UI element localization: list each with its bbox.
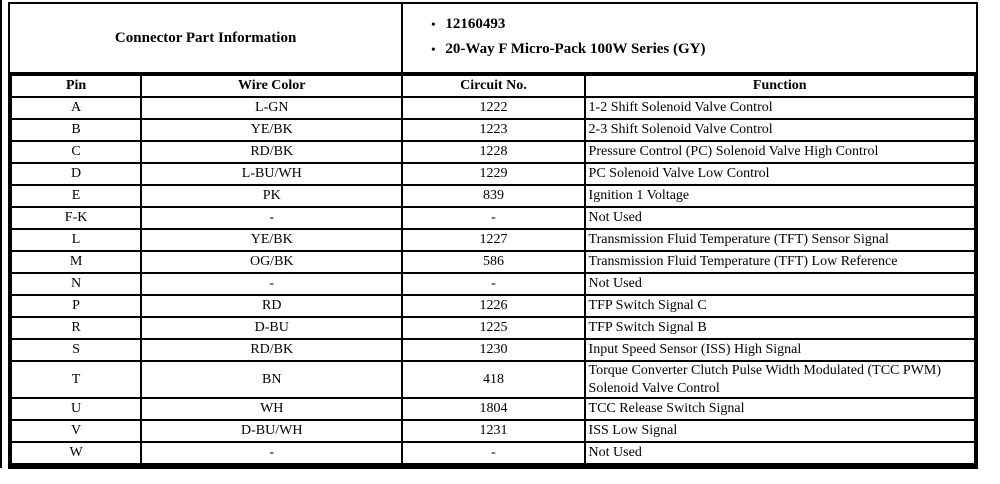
wire-color-cell: - bbox=[140, 441, 404, 465]
circuit-no-cell: 418 bbox=[401, 360, 586, 399]
pin-cell: P bbox=[9, 294, 143, 318]
pin-cell: F-K bbox=[9, 206, 143, 230]
wire-color-cell: D-BU bbox=[140, 316, 404, 340]
circuit-no-cell: 1226 bbox=[401, 294, 586, 318]
table-header-row: Pin Wire Color Circuit No. Function bbox=[9, 74, 977, 98]
column-header-wire-color: Wire Color bbox=[140, 74, 404, 98]
pin-cell: C bbox=[9, 140, 143, 164]
function-cell: TFP Switch Signal C bbox=[583, 294, 977, 318]
wire-color-cell: L-BU/WH bbox=[140, 162, 404, 186]
circuit-no-cell: 1227 bbox=[401, 228, 586, 252]
bullet-icon: • bbox=[431, 42, 436, 56]
connector-part-number: 12160493 bbox=[445, 16, 506, 32]
table-row: D L-BU/WH 1229 PC Solenoid Valve Low Con… bbox=[9, 162, 977, 186]
connector-series-name: 20-Way F Micro-Pack 100W Series (GY) bbox=[445, 41, 706, 57]
wire-color-cell: RD/BK bbox=[140, 338, 404, 362]
column-header-function: Function bbox=[583, 74, 977, 98]
pin-cell: V bbox=[9, 419, 143, 443]
function-cell: Transmission Fluid Temperature (TFT) Sen… bbox=[583, 228, 977, 252]
table-row: B YE/BK 1223 2-3 Shift Solenoid Valve Co… bbox=[9, 118, 977, 142]
table-row: V D-BU/WH 1231 ISS Low Signal bbox=[9, 419, 977, 443]
function-cell: Ignition 1 Voltage bbox=[583, 184, 977, 208]
pin-cell: M bbox=[9, 250, 143, 274]
table-row: U WH 1804 TCC Release Switch Signal bbox=[9, 397, 977, 421]
table-row: W - - Not Used bbox=[9, 441, 977, 465]
table-row: R D-BU 1225 TFP Switch Signal B bbox=[9, 316, 977, 340]
connector-part-info-header: Connector Part Information • 12160493 • … bbox=[10, 4, 976, 74]
pin-cell: W bbox=[9, 441, 143, 465]
pin-cell: B bbox=[9, 118, 143, 142]
table-row: A L-GN 1222 1-2 Shift Solenoid Valve Con… bbox=[9, 96, 977, 120]
pin-cell: N bbox=[9, 272, 143, 296]
circuit-no-cell: 1229 bbox=[401, 162, 586, 186]
page-crop-edge-line bbox=[0, 0, 2, 468]
function-cell: Pressure Control (PC) Solenoid Valve Hig… bbox=[583, 140, 977, 164]
table-row: L YE/BK 1227 Transmission Fluid Temperat… bbox=[9, 228, 977, 252]
wire-color-cell: D-BU/WH bbox=[140, 419, 404, 443]
list-item: • 20-Way F Micro-Pack 100W Series (GY) bbox=[431, 38, 970, 60]
function-cell: Not Used bbox=[583, 206, 977, 230]
pin-cell: A bbox=[9, 96, 143, 120]
pin-cell: E bbox=[9, 184, 143, 208]
pin-cell: L bbox=[9, 228, 143, 252]
function-cell: TFP Switch Signal B bbox=[583, 316, 977, 340]
circuit-no-cell: 839 bbox=[401, 184, 586, 208]
wire-color-cell: - bbox=[140, 206, 404, 230]
circuit-no-cell: 1222 bbox=[401, 96, 586, 120]
function-cell: 1-2 Shift Solenoid Valve Control bbox=[583, 96, 977, 120]
pin-cell: R bbox=[9, 316, 143, 340]
table-row: F-K - - Not Used bbox=[9, 206, 977, 230]
table-row: P RD 1226 TFP Switch Signal C bbox=[9, 294, 977, 318]
wire-color-cell: YE/BK bbox=[140, 118, 404, 142]
function-cell: Torque Converter Clutch Pulse Width Modu… bbox=[583, 360, 977, 399]
bullet-icon: • bbox=[431, 17, 436, 31]
circuit-no-cell: 1804 bbox=[401, 397, 586, 421]
function-cell: ISS Low Signal bbox=[583, 419, 977, 443]
connector-part-info-list: • 12160493 • 20-Way F Micro-Pack 100W Se… bbox=[403, 4, 976, 72]
wire-color-cell: - bbox=[140, 272, 404, 296]
pin-cell: S bbox=[9, 338, 143, 362]
circuit-no-cell: - bbox=[401, 272, 586, 296]
list-item: • 12160493 bbox=[431, 13, 970, 35]
table-row: C RD/BK 1228 Pressure Control (PC) Solen… bbox=[9, 140, 977, 164]
circuit-no-cell: 1231 bbox=[401, 419, 586, 443]
circuit-no-cell: 1225 bbox=[401, 316, 586, 340]
pin-cell: U bbox=[9, 397, 143, 421]
function-cell: Not Used bbox=[583, 441, 977, 465]
connector-part-info-title: Connector Part Information bbox=[10, 4, 404, 72]
circuit-no-cell: - bbox=[401, 441, 586, 465]
table-row: N - - Not Used bbox=[9, 272, 977, 296]
wire-color-cell: YE/BK bbox=[140, 228, 404, 252]
circuit-no-cell: 1230 bbox=[401, 338, 586, 362]
function-cell: Not Used bbox=[583, 272, 977, 296]
column-header-pin: Pin bbox=[9, 74, 143, 98]
function-cell: Input Speed Sensor (ISS) High Signal bbox=[583, 338, 977, 362]
wire-color-cell: RD/BK bbox=[140, 140, 404, 164]
circuit-no-cell: 1223 bbox=[401, 118, 586, 142]
connector-pinout-document: Connector Part Information • 12160493 • … bbox=[8, 2, 978, 469]
function-cell: 2-3 Shift Solenoid Valve Control bbox=[583, 118, 977, 142]
circuit-no-cell: - bbox=[401, 206, 586, 230]
circuit-no-cell: 586 bbox=[401, 250, 586, 274]
table-row: M OG/BK 586 Transmission Fluid Temperatu… bbox=[9, 250, 977, 274]
table-row: S RD/BK 1230 Input Speed Sensor (ISS) Hi… bbox=[9, 338, 977, 362]
wire-color-cell: RD bbox=[140, 294, 404, 318]
table-row: T BN 418 Torque Converter Clutch Pulse W… bbox=[9, 360, 977, 399]
pinout-table-body: A L-GN 1222 1-2 Shift Solenoid Valve Con… bbox=[9, 96, 977, 465]
wire-color-cell: L-GN bbox=[140, 96, 404, 120]
function-cell: TCC Release Switch Signal bbox=[583, 397, 977, 421]
wire-color-cell: OG/BK bbox=[140, 250, 404, 274]
table-row: E PK 839 Ignition 1 Voltage bbox=[9, 184, 977, 208]
function-cell: PC Solenoid Valve Low Control bbox=[583, 162, 977, 186]
column-header-circuit-no: Circuit No. bbox=[401, 74, 586, 98]
circuit-no-cell: 1228 bbox=[401, 140, 586, 164]
wire-color-cell: WH bbox=[140, 397, 404, 421]
wire-color-cell: PK bbox=[140, 184, 404, 208]
pin-cell: D bbox=[9, 162, 143, 186]
function-cell: Transmission Fluid Temperature (TFT) Low… bbox=[583, 250, 977, 274]
wire-color-cell: BN bbox=[140, 360, 404, 399]
pin-cell: T bbox=[9, 360, 143, 399]
pinout-table: Pin Wire Color Circuit No. Function A L-… bbox=[9, 74, 977, 465]
